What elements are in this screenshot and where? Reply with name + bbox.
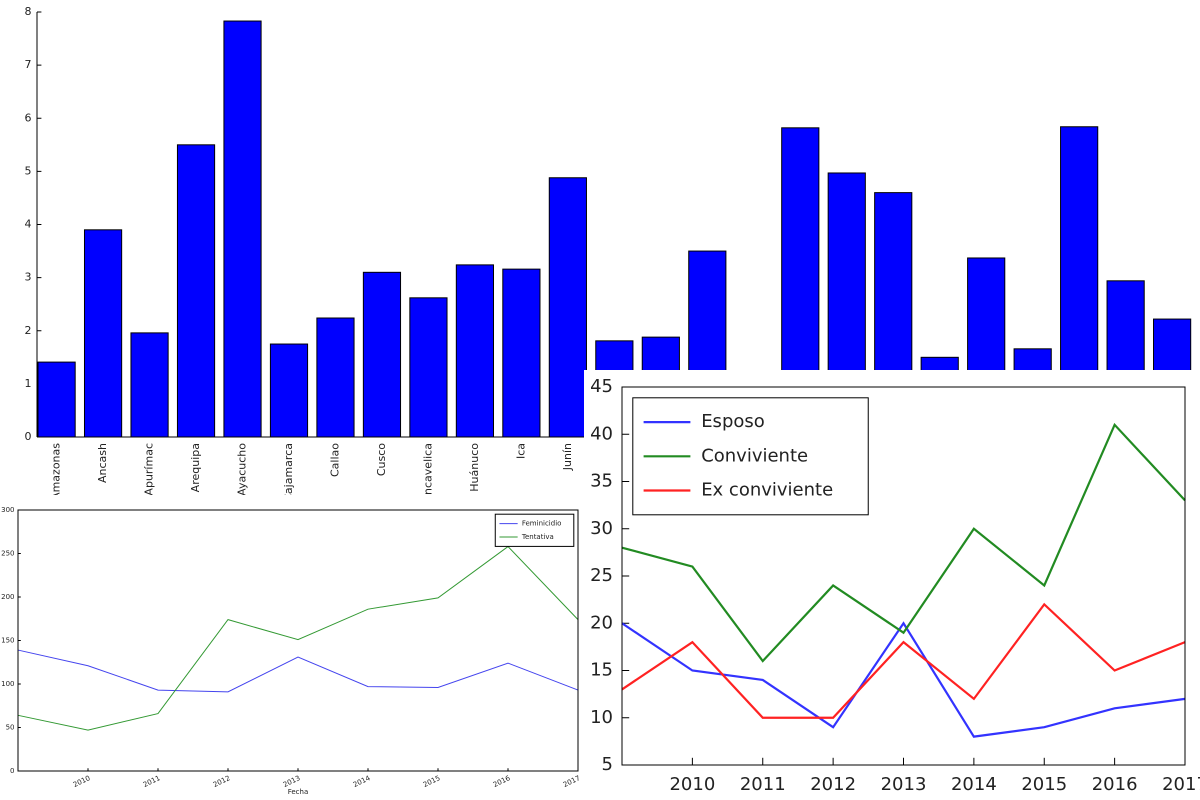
x-tick-label: Huánuco	[468, 443, 481, 492]
y-tick-label: 300	[1, 506, 14, 514]
line-series	[621, 621, 1186, 738]
y-tick-label: 2	[25, 324, 32, 337]
bar	[83, 229, 123, 438]
x-tick-label: 2013	[881, 774, 927, 795]
legend-label: Ex conviviente	[701, 480, 833, 501]
line-series	[621, 422, 1186, 663]
x-tick-label: 2017	[1162, 774, 1200, 795]
x-tick-label: 2010	[669, 774, 715, 795]
bar	[269, 343, 309, 438]
y-tick-label: 15	[590, 660, 613, 681]
y-tick-label: 40	[590, 423, 613, 444]
bar	[502, 268, 541, 438]
line-series	[621, 602, 1186, 719]
y-tick-label: 50	[6, 724, 15, 732]
bar	[362, 271, 402, 438]
bar	[409, 297, 448, 438]
y-tick-label: 200	[1, 593, 14, 601]
y-tick-label: 5	[602, 754, 613, 775]
panel-background	[0, 495, 584, 800]
y-tick-label: 3	[25, 271, 32, 284]
x-axis-label: Fecha	[288, 788, 309, 796]
x-tick-label: Callao	[328, 443, 341, 477]
bar	[316, 317, 355, 438]
x-tick-label: 2012	[810, 774, 856, 795]
y-tick-label: 20	[590, 612, 613, 633]
x-tick-label: 2016	[1092, 774, 1138, 795]
y-tick-label: 0	[25, 430, 32, 443]
y-tick-label: 1	[25, 377, 32, 390]
x-tick-label: Ica	[514, 443, 527, 459]
line-series	[17, 545, 579, 731]
bar	[455, 264, 495, 438]
legend-box	[494, 513, 575, 547]
x-tick-label: Ayacucho	[236, 443, 249, 496]
bar	[176, 144, 216, 438]
y-tick-label: 250	[1, 550, 14, 558]
y-tick-label: 7	[25, 58, 32, 71]
plot-frame	[17, 509, 579, 772]
y-tick-label: 35	[590, 471, 613, 492]
bar	[223, 20, 262, 438]
bar	[130, 332, 169, 438]
plot-frame	[621, 386, 1186, 766]
y-tick-label: 4	[25, 218, 32, 231]
x-tick-label: Ancash	[96, 443, 109, 483]
x-tick-label: Cajamarca	[282, 443, 295, 502]
y-tick-label: 5	[25, 164, 32, 177]
y-tick-label: 150	[1, 637, 14, 645]
y-tick-label: 25	[590, 565, 613, 586]
legend-label: Feminicidio	[522, 520, 562, 528]
legend-label: Esposo	[701, 411, 765, 432]
x-tick-label: Junín	[561, 443, 574, 471]
line-series	[17, 649, 579, 693]
x-tick-label: 2015	[1021, 774, 1067, 795]
legend-label: Tentativa	[521, 533, 554, 541]
x-tick-label: Amazonas	[50, 443, 63, 500]
bar	[37, 361, 76, 438]
legend-label: Conviviente	[701, 445, 808, 466]
y-tick-label: 30	[590, 518, 613, 539]
y-tick-label: 10	[590, 707, 613, 728]
y-tick-label: 0	[10, 767, 14, 775]
chart-panel: 5 10 15 20 25 30 35 40 45 2010 2011 2012 2013 2014 201…	[584, 370, 1200, 800]
y-tick-label: 45	[590, 376, 613, 397]
x-tick-label: Arequipa	[189, 443, 202, 492]
x-tick-label: 2011	[740, 774, 786, 795]
y-tick-label: 6	[25, 111, 32, 124]
x-tick-label: Cusco	[375, 443, 388, 476]
y-tick-label: 8	[25, 5, 32, 18]
x-tick-label: Apurímac	[143, 443, 156, 496]
y-tick-label: 100	[1, 680, 14, 688]
x-tick-label: 2014	[951, 774, 997, 795]
bar	[548, 177, 587, 438]
